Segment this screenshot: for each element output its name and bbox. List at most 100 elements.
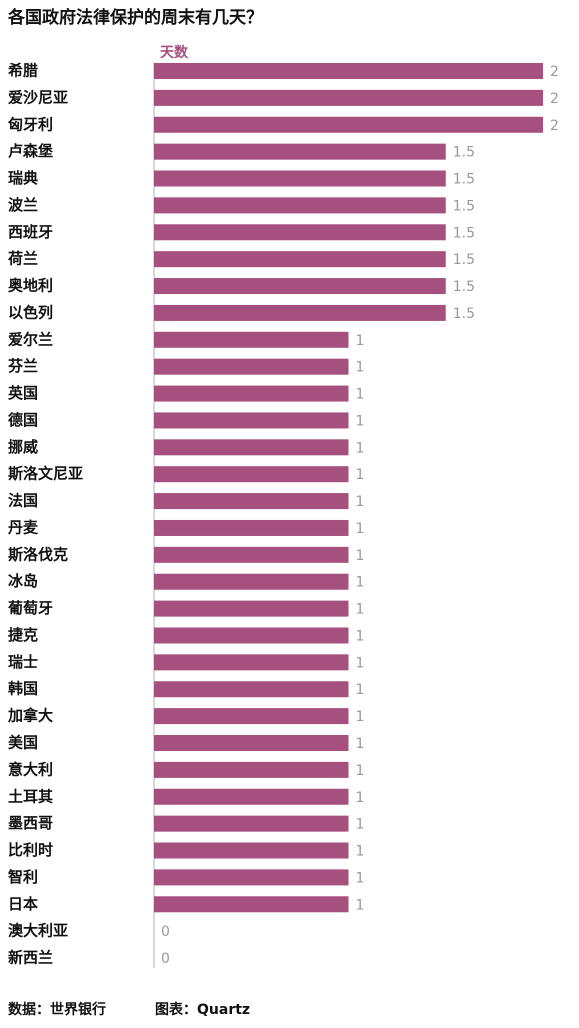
value-label: 1	[356, 655, 365, 671]
value-label: 1	[356, 870, 365, 886]
category-label: 芬兰	[8, 357, 38, 375]
value-label: 1.5	[453, 198, 475, 214]
value-label: 1	[356, 494, 365, 510]
value-label: 1	[356, 817, 365, 833]
category-label: 韩国	[8, 680, 38, 698]
value-label: 2	[550, 64, 559, 80]
bar	[154, 493, 349, 510]
bar	[154, 251, 446, 268]
bar	[154, 654, 349, 671]
value-label: 1.5	[453, 279, 475, 295]
source: 数据：世界银行	[8, 1001, 106, 1018]
axis-label: 天数	[160, 44, 189, 61]
bar	[154, 788, 349, 805]
category-label: 瑞士	[8, 653, 38, 671]
value-label: 1	[356, 440, 365, 456]
value-label: 0	[161, 951, 170, 967]
category-label: 挪威	[8, 438, 38, 456]
bar	[154, 681, 349, 698]
category-label: 比利时	[8, 841, 53, 859]
value-label: 1	[356, 413, 365, 429]
bar	[154, 224, 446, 241]
value-label: 1	[356, 897, 365, 913]
bar	[154, 519, 349, 536]
value-label: 1	[356, 709, 365, 725]
bar	[154, 412, 349, 429]
category-label: 荷兰	[8, 250, 38, 268]
bar	[154, 331, 349, 348]
bar	[154, 197, 446, 214]
bar	[154, 869, 349, 886]
category-label: 波兰	[8, 196, 38, 214]
category-label: 卢森堡	[8, 142, 53, 160]
bar	[154, 708, 349, 725]
bar	[154, 439, 349, 456]
value-label: 1.5	[453, 225, 475, 241]
bar	[154, 385, 349, 402]
value-label: 0	[161, 924, 170, 940]
category-label: 以色列	[8, 303, 53, 321]
value-label: 1	[356, 467, 365, 483]
bar	[154, 546, 349, 563]
category-label: 爱沙尼亚	[8, 88, 68, 106]
value-label: 1	[356, 602, 365, 618]
bar	[154, 304, 446, 321]
bar	[154, 63, 543, 79]
value-label: 1	[356, 628, 365, 644]
value-label: 1	[356, 548, 365, 564]
value-label: 1	[356, 736, 365, 752]
bar	[154, 627, 349, 644]
category-label: 捷克	[8, 626, 38, 644]
category-label: 希腊	[8, 62, 38, 80]
bar	[154, 842, 349, 859]
bar	[154, 116, 543, 133]
value-label: 1	[356, 844, 365, 860]
category-label: 美国	[8, 734, 38, 752]
category-label: 意大利	[8, 760, 53, 778]
category-label: 爱尔兰	[8, 330, 53, 348]
category-label: 斯洛伐克	[8, 545, 68, 563]
category-label: 匈牙利	[8, 115, 53, 133]
category-label: 土耳其	[8, 787, 53, 805]
credit: 图表：Quartz	[155, 1001, 250, 1018]
value-label: 1.5	[453, 252, 475, 268]
value-label: 1.5	[453, 306, 475, 322]
value-label: 1	[356, 387, 365, 403]
value-label: 2	[550, 91, 559, 107]
value-label: 1	[356, 333, 365, 349]
category-label: 澳大利亚	[8, 922, 68, 940]
bar	[154, 573, 349, 590]
bar	[154, 815, 349, 832]
value-label: 1	[356, 763, 365, 779]
category-label: 日本	[8, 895, 38, 913]
category-label: 英国	[8, 384, 38, 402]
value-label: 1.5	[453, 172, 475, 188]
category-label: 冰岛	[8, 572, 38, 590]
category-label: 智利	[8, 868, 38, 886]
value-label: 1	[356, 575, 365, 591]
chart-title: 各国政府法律保护的周末有几天？	[7, 7, 263, 28]
category-label: 奥地利	[8, 277, 53, 295]
value-label: 1	[356, 521, 365, 537]
value-label: 2	[550, 118, 559, 134]
category-label: 丹麦	[8, 518, 39, 536]
bar	[154, 278, 446, 295]
category-label: 瑞典	[8, 169, 38, 187]
category-label: 德国	[8, 411, 38, 429]
category-label: 加拿大	[7, 707, 53, 725]
bar	[154, 735, 349, 751]
bar	[154, 761, 349, 778]
category-label: 墨西哥	[8, 814, 53, 832]
category-label: 斯洛文尼亚	[8, 465, 83, 483]
bar	[154, 89, 543, 106]
bar	[154, 600, 349, 617]
bar	[154, 896, 349, 913]
category-label: 新西兰	[8, 949, 53, 967]
category-label: 法国	[8, 492, 38, 510]
bar	[154, 170, 446, 187]
bar	[154, 466, 349, 483]
value-label: 1.5	[453, 145, 475, 161]
value-label: 1	[356, 790, 365, 806]
category-label: 西班牙	[8, 223, 53, 241]
